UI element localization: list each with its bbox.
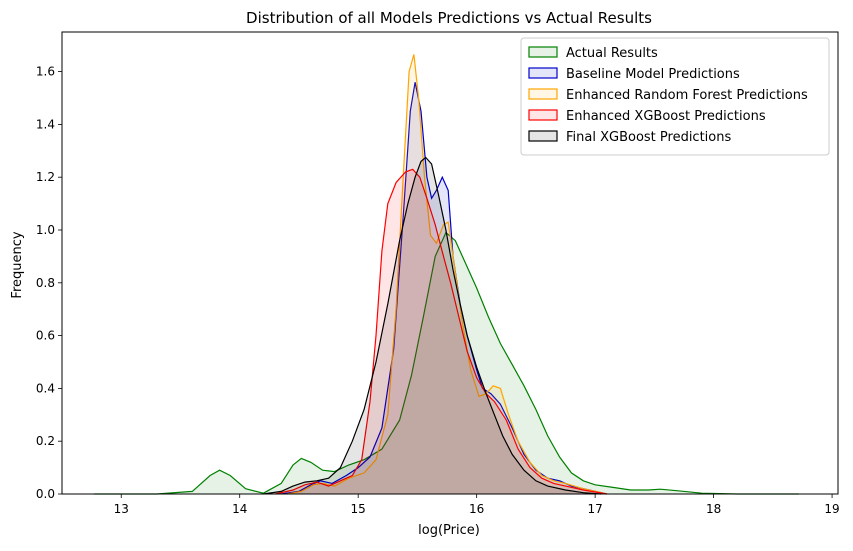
series-line-2 bbox=[286, 54, 608, 495]
series-area-3 bbox=[275, 169, 607, 495]
y-tick-label: 1.6 bbox=[36, 65, 55, 79]
x-tick-label: 14 bbox=[232, 502, 247, 516]
y-tick-label: 0.2 bbox=[36, 434, 55, 448]
legend-label-1: Baseline Model Predictions bbox=[566, 67, 740, 82]
legend-label-0: Actual Results bbox=[566, 46, 658, 61]
legend-label-3: Enhanced XGBoost Predictions bbox=[566, 109, 766, 124]
y-tick-label: 0.0 bbox=[36, 487, 55, 501]
y-tick-label: 1.0 bbox=[36, 223, 55, 237]
y-tick-label: 0.6 bbox=[36, 329, 55, 343]
legend-label-4: Final XGBoost Predictions bbox=[566, 130, 731, 145]
y-axis: 0.0 0.2 0.4 0.6 0.8 1.0 1.2 1.4 1.6 bbox=[36, 65, 62, 501]
chart-title: Distribution of all Models Predictions v… bbox=[246, 9, 652, 27]
x-tick-label: 18 bbox=[706, 502, 721, 516]
series-line-3 bbox=[275, 168, 608, 495]
legend-swatch-0 bbox=[528, 46, 558, 58]
x-axis-label: log(Price) bbox=[418, 523, 480, 538]
legend-swatch-3 bbox=[528, 109, 558, 121]
series-line-4 bbox=[263, 156, 602, 495]
x-tick-label: 13 bbox=[114, 502, 129, 516]
plot-frame bbox=[61, 31, 839, 495]
legend-box bbox=[520, 37, 830, 156]
legend: Actual Results Baseline Model Predictions… bbox=[520, 37, 830, 156]
x-tick-label: 17 bbox=[587, 502, 602, 516]
legend-swatch-2 bbox=[528, 88, 558, 100]
legend-label-2: Enhanced Random Forest Predictions bbox=[566, 88, 808, 103]
x-tick-label: 15 bbox=[351, 502, 366, 516]
series-area-4 bbox=[263, 157, 602, 494]
series-area-2 bbox=[287, 54, 607, 495]
y-tick-label: 0.8 bbox=[36, 276, 55, 290]
series-area-0 bbox=[94, 232, 799, 494]
legend-swatch-4 bbox=[528, 130, 558, 142]
x-tick-label: 16 bbox=[469, 502, 484, 516]
y-tick-label: 1.2 bbox=[36, 170, 55, 184]
y-tick-label: 1.4 bbox=[36, 117, 55, 131]
plot-area bbox=[94, 54, 799, 495]
legend-swatch-1 bbox=[528, 67, 558, 79]
y-tick-label: 0.4 bbox=[36, 381, 55, 395]
series-area-1 bbox=[281, 82, 607, 494]
x-axis: 13 14 15 16 17 18 19 bbox=[114, 494, 840, 516]
y-axis-label: Frequency bbox=[10, 231, 25, 298]
x-tick-label: 19 bbox=[824, 502, 839, 516]
